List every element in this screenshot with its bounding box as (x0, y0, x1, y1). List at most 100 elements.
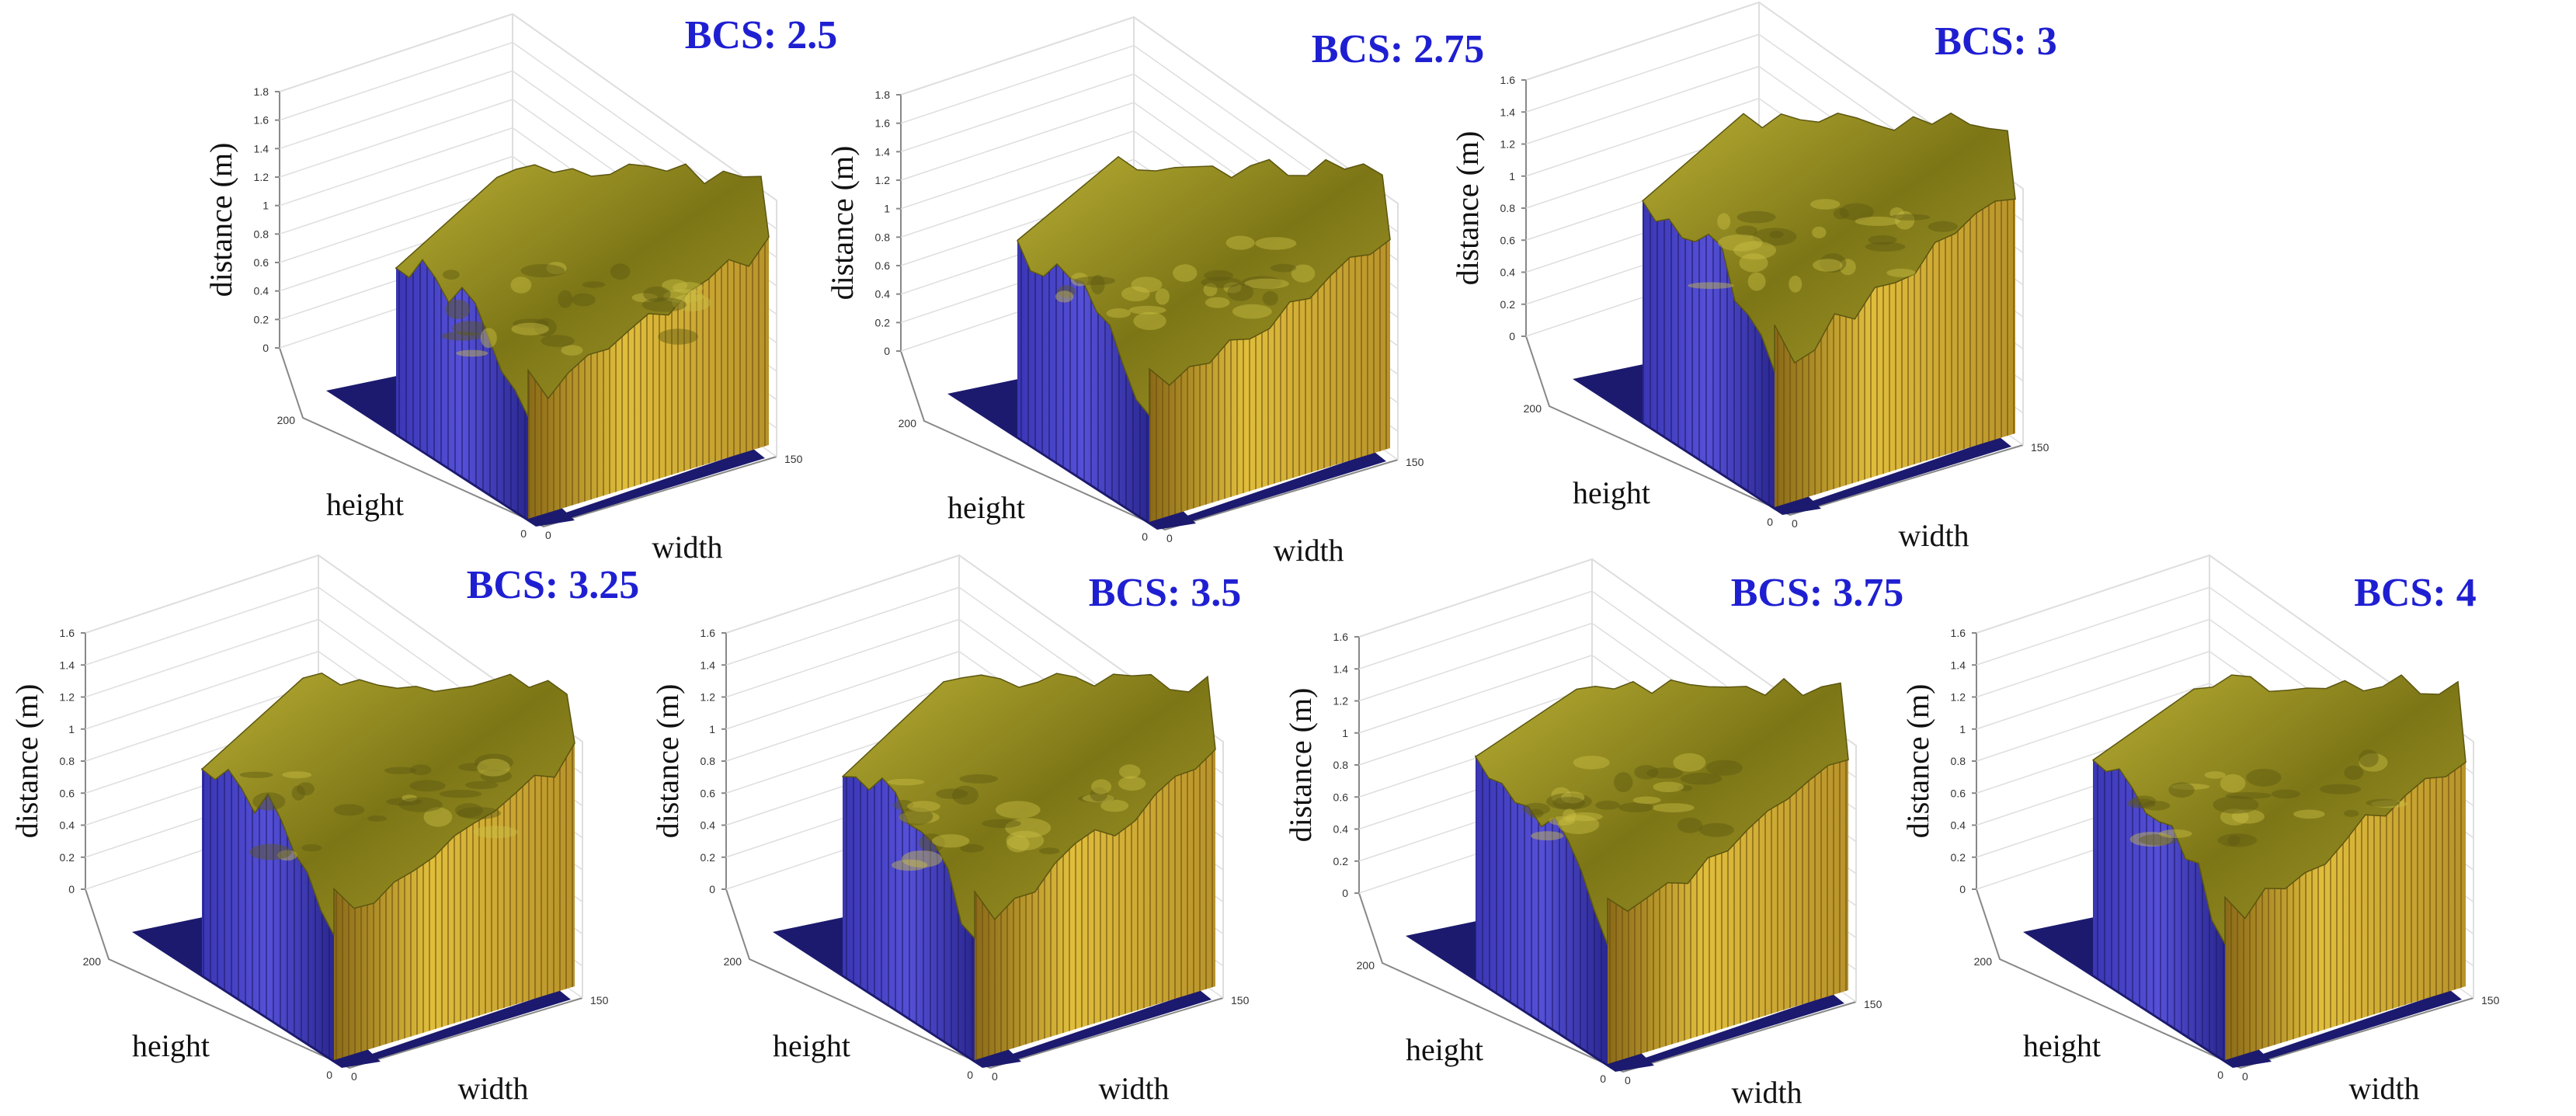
surface-texture (1262, 290, 1278, 306)
grid-line (725, 586, 960, 666)
x-tick-label: 0 (545, 529, 551, 541)
surface-texture (541, 335, 575, 347)
surface-texture (558, 290, 573, 308)
grid-line (900, 73, 1135, 153)
x-axis-label: width (652, 530, 722, 565)
surface-texture (899, 807, 933, 826)
z-axis-label: distance (m) (1450, 131, 1485, 286)
z-tick-label: 1.6 (1951, 627, 1966, 639)
surface-wall-blue-texture (2093, 760, 2225, 1060)
z-tick-label: 0.4 (1333, 823, 1349, 836)
surface-texture (454, 803, 484, 818)
surface-texture (2225, 792, 2272, 799)
z-tick-label: 0.2 (60, 851, 75, 864)
z-tick-label: 0.8 (875, 231, 891, 243)
surface-texture (1566, 812, 1603, 822)
y-tick-label: 0 (520, 527, 527, 540)
z-tick-label: 1.6 (700, 627, 716, 639)
y-axis-label: height (2023, 1028, 2101, 1063)
surface-texture (959, 774, 999, 784)
z-tick-label: 1 (1509, 170, 1515, 183)
grid-line (279, 13, 513, 92)
surface-texture (2213, 795, 2259, 814)
surface-texture (1090, 787, 1108, 802)
surface-texture (952, 785, 979, 805)
z-tick-label: 1.8 (254, 85, 269, 98)
grid-line (725, 651, 960, 730)
z-tick-label: 1.4 (875, 145, 891, 158)
surface-texture (899, 811, 940, 824)
x-tick-label: 150 (1864, 998, 1882, 1010)
surface-texture (1223, 282, 1242, 294)
surface-floor (361, 990, 571, 1064)
surface-texture (1551, 787, 1571, 804)
surface-wall-yellow-texture (1775, 199, 2015, 507)
x-tick-label: 150 (590, 994, 609, 1006)
z-tick-label: 0.8 (60, 755, 75, 767)
z-tick-label: 1.2 (700, 691, 716, 704)
surface-top (1475, 677, 1849, 945)
surface-top (842, 673, 1216, 940)
grid-line (85, 651, 319, 730)
grid-line (279, 70, 513, 150)
grid-line (1976, 586, 2210, 666)
panel-title: BCS: 3.5 (1089, 571, 1241, 615)
surface-texture (442, 269, 460, 280)
grid-line (725, 683, 960, 762)
z-tick-label: 1.4 (254, 142, 269, 155)
surface-texture (2246, 768, 2282, 787)
grid-line (279, 41, 513, 121)
surface-texture (1706, 760, 1743, 776)
surface-wall-yellow-texture (1149, 239, 1390, 522)
surface-floor (1802, 437, 2011, 511)
surface-texture (1005, 818, 1052, 838)
z-tick-label: 1.6 (254, 114, 269, 127)
y-axis-label: height (132, 1028, 210, 1063)
surface-texture (1865, 242, 1906, 252)
surface-texture (1552, 797, 1585, 810)
surface-top (2092, 674, 2466, 947)
z-tick-label: 0 (68, 883, 75, 895)
z-tick-label: 1 (68, 723, 75, 735)
floor-axes (725, 888, 1224, 1069)
surface-panel: 0 0.2 0.4 0.6 0.8 1 1.2 1.4 1.6 200 0 0 150 height wid… (650, 554, 1250, 1106)
surface-texture (1632, 796, 1661, 805)
panel-title: BCS: 2.5 (685, 13, 837, 57)
y-tick-label: 200 (899, 417, 917, 429)
surface-wall-blue-texture (1643, 200, 1775, 507)
surface-texture (1595, 800, 1620, 810)
z-tick-label: 1 (884, 203, 890, 215)
surface-texture (1006, 835, 1030, 853)
z-tick-label: 1.2 (1951, 691, 1966, 704)
surface-wall-yellow-texture (975, 749, 1215, 1060)
surface-texture (1205, 297, 1230, 308)
floor-axes (1976, 888, 2474, 1069)
panel-title: BCS: 3.75 (1731, 571, 1903, 615)
surface-texture (901, 850, 943, 868)
surface-texture (906, 801, 940, 812)
surface-texture (1090, 274, 1105, 294)
surface-texture (291, 785, 305, 801)
z-tick-label: 1.2 (1333, 695, 1349, 707)
z-tick-label: 0.4 (700, 819, 716, 832)
z-tick-label: 0.8 (700, 755, 716, 767)
surface-panel: 0 0.2 0.4 0.6 0.8 1 1.2 1.4 1.6 1.8 200 0 0 150 height… (203, 12, 837, 565)
surface-texture (367, 815, 388, 822)
surface-texture (2319, 784, 2362, 794)
z-tick-label: 0.4 (60, 819, 75, 832)
surface-texture (1173, 264, 1198, 282)
grid-line (1525, 98, 1760, 177)
grid-line (279, 155, 513, 235)
surface-texture (465, 781, 499, 790)
surface-texture (398, 797, 443, 812)
z-tick-label: 0.2 (254, 313, 269, 325)
surface-texture (1204, 269, 1233, 281)
surface-top (201, 672, 575, 936)
surface-texture (1634, 765, 1659, 780)
z-tick-label: 0 (1959, 883, 1966, 895)
surface-texture (2142, 801, 2171, 811)
surface-texture (2220, 808, 2249, 826)
y-axis-label: height (947, 490, 1025, 525)
surface-texture (996, 801, 1041, 819)
surface-texture (1561, 791, 1585, 804)
